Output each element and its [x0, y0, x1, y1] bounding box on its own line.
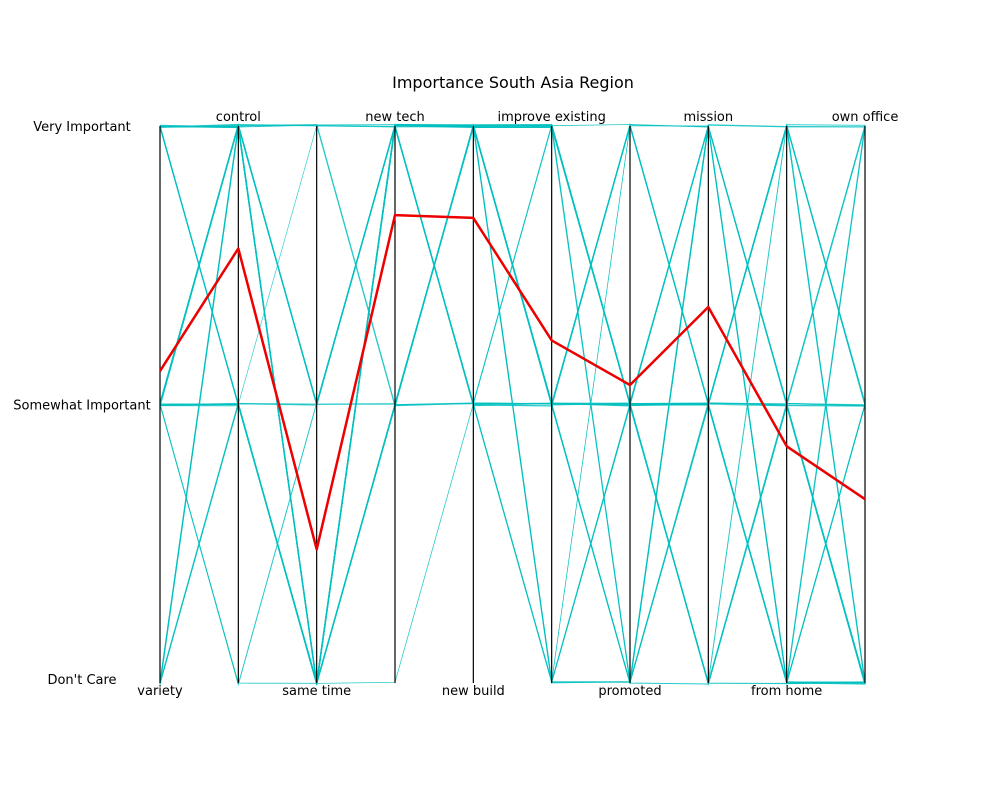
axis-label: variety	[137, 684, 183, 699]
axis-label: new tech	[365, 110, 424, 125]
axis-label: new build	[442, 684, 505, 699]
level-label: Somewhat Important	[13, 399, 150, 414]
level-label: Don't Care	[47, 673, 116, 688]
axis-label: from home	[751, 684, 822, 699]
respondent-line	[160, 125, 866, 686]
axis-label: promoted	[598, 684, 661, 699]
axis-label: own office	[832, 110, 899, 125]
level-labels: Don't Care Somewhat Important Very Importa…	[13, 120, 150, 688]
mean-line	[158, 213, 866, 551]
axis-label: same time	[282, 684, 351, 699]
level-label: Very Important	[33, 120, 131, 135]
axis-label: improve existing	[497, 110, 605, 125]
axis-label: mission	[684, 110, 734, 125]
axis-label: control	[216, 110, 261, 125]
chart-title: Importance South Asia Region	[392, 73, 634, 92]
mean-line-group	[158, 213, 866, 551]
respondent-lines	[159, 122, 866, 687]
axis-labels: variety control same time new tech new build…	[137, 110, 898, 699]
